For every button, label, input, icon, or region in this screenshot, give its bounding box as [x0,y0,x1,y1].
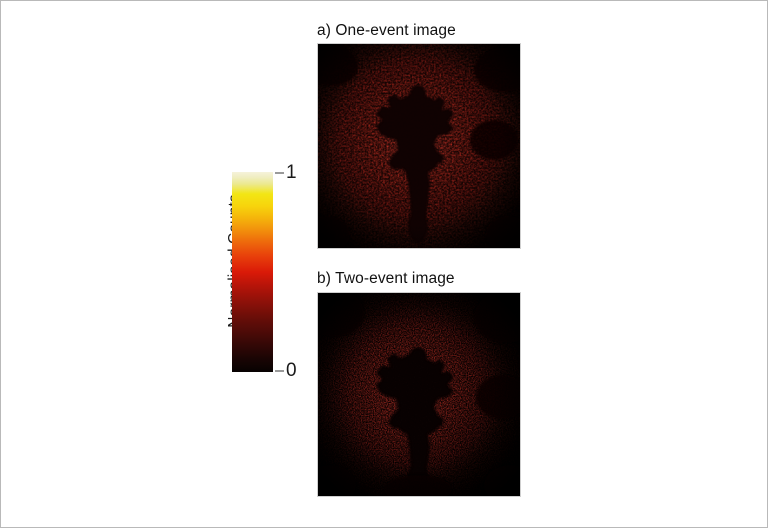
colorbar-label-max: 1 [286,162,297,183]
colorbar-label-min: 0 [286,360,297,381]
panel-b-image [317,292,521,497]
two-event-speckle-image [318,293,520,496]
panel-a-image [317,43,521,249]
panel-b-title: b) Two-event image [317,270,455,287]
colorbar-tick-min [275,370,284,372]
colorbar-legend: Normalised Counts 1 0 [198,160,308,385]
one-event-speckle-image [318,44,520,248]
panel-a-title: a) One-event image [317,22,456,39]
colorbar-gradient [232,172,273,372]
panel-one-event: a) One-event image [317,22,527,252]
colorbar-tick-max [275,172,284,174]
panel-two-event: b) Two-event image [317,270,527,502]
